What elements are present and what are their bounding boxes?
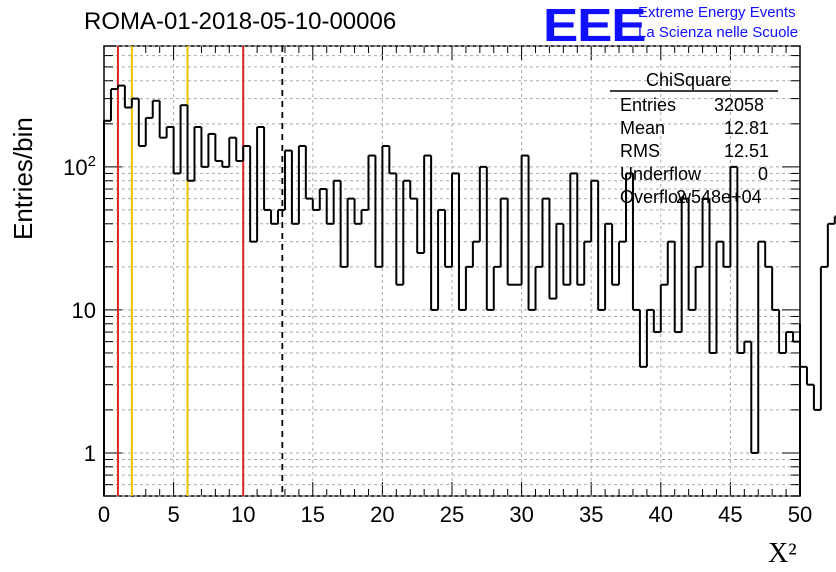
- stats-value-entries: 32058: [714, 95, 765, 115]
- x-tick-label: 40: [649, 502, 673, 527]
- x-tick-label: 20: [370, 502, 394, 527]
- x-tick-label: 30: [509, 502, 533, 527]
- stats-label-entries: Entries: [620, 95, 677, 115]
- y-tick-label: 1: [84, 441, 96, 466]
- stats-label-mean: Mean: [620, 118, 666, 138]
- x-tick-label: 15: [301, 502, 325, 527]
- x-tick-label: 35: [579, 502, 603, 527]
- stats-label-rms: RMS: [620, 141, 660, 161]
- stats-value-mean: 12.81: [724, 118, 770, 138]
- stats-value-overflow: 2.548e+04: [676, 187, 762, 207]
- x-tick-label: 50: [788, 502, 812, 527]
- stats-heading: ChiSquare: [646, 70, 732, 90]
- x-tick-label: 25: [440, 502, 464, 527]
- y-tick-label: 102: [63, 153, 96, 180]
- x-axis-label: X²: [768, 538, 797, 569]
- x-tick-label: 5: [167, 502, 179, 527]
- chart-title: ROMA-01-2018-05-10-00006: [84, 8, 397, 35]
- stats-value-rms: 12.51: [724, 141, 770, 161]
- x-tick-label: 0: [98, 502, 110, 527]
- logo-line-1: Extreme Energy Events: [638, 4, 796, 21]
- y-tick-label: 10: [72, 298, 96, 323]
- x-tick-label: 45: [718, 502, 742, 527]
- stats-value-underflow: 0: [758, 164, 769, 184]
- y-axis-label: Entries/bin: [8, 117, 38, 240]
- stats-label-overflow: Overflow: [620, 187, 692, 207]
- x-tick-label: 10: [231, 502, 255, 527]
- stats-label-underflow: Underflow: [620, 164, 702, 184]
- eee-logo: EEE: [543, 0, 647, 51]
- logo-line-2: La Scienza nelle Scuole: [638, 24, 799, 41]
